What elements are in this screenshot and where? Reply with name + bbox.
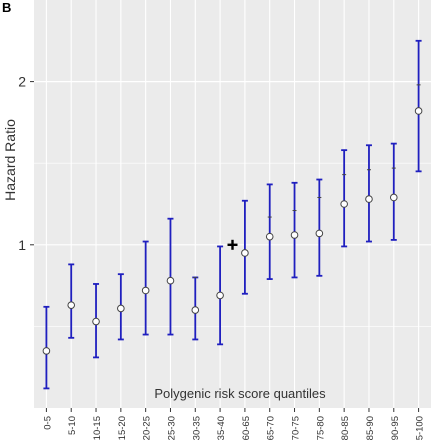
data-point — [315, 229, 324, 238]
data-point — [340, 200, 348, 208]
panel-label: B — [2, 0, 11, 15]
data-point — [241, 249, 249, 257]
x-tick-label: 15-20 — [117, 416, 128, 440]
x-axis-label: Polygenic risk score quantiles — [154, 386, 326, 401]
data-point — [141, 286, 150, 295]
data-point — [92, 317, 100, 326]
x-tick-label: 95-100 — [415, 416, 426, 440]
data-point — [414, 107, 423, 115]
x-tick-label: 85-90 — [365, 416, 376, 440]
x-tick-label: 65-70 — [266, 416, 277, 440]
data-point — [290, 231, 299, 239]
data-point — [67, 301, 76, 309]
data-point — [166, 276, 175, 285]
x-tick-label: 60-65 — [241, 416, 252, 440]
data-point — [265, 232, 274, 241]
y-axis-label: Hazard Ratio — [2, 119, 18, 201]
x-tick-label: 80-85 — [340, 416, 351, 440]
x-tick-label: 20-25 — [142, 416, 153, 440]
data-point — [191, 306, 200, 314]
plot-panel — [34, 0, 431, 408]
data-point — [365, 195, 373, 203]
x-tick-label: 70-75 — [291, 416, 302, 440]
y-tick-label: 2 — [18, 74, 26, 90]
x-tick-label: 25-30 — [166, 416, 177, 440]
data-marks — [42, 39, 423, 390]
x-tick-label: 90-95 — [390, 416, 401, 440]
x-axis: 0-5 5-10 10-15 15-20 20-25 25-30 30-35 35-40 60-… — [42, 408, 426, 445]
x-tick-label: 10-15 — [92, 416, 103, 440]
y-axis: 12 — [18, 74, 34, 253]
x-tick-label: 0-5 — [42, 416, 53, 430]
x-tick-label: 35-40 — [216, 416, 227, 440]
x-tick-label: 30-35 — [191, 416, 202, 440]
data-point — [216, 291, 224, 300]
data-point — [117, 304, 125, 313]
x-tick-label: 75-80 — [315, 416, 326, 440]
data-point — [42, 347, 51, 355]
x-tick-label: 5-10 — [67, 416, 78, 435]
data-point — [389, 193, 398, 202]
y-tick-label: 1 — [18, 237, 26, 253]
